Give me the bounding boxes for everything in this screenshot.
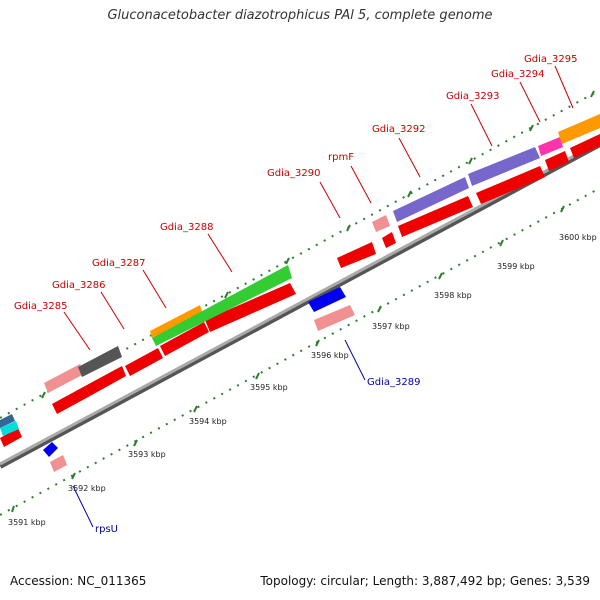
gene-feature-cyan[interactable] [0, 421, 19, 436]
gene-feature-gray[interactable] [78, 346, 122, 377]
gene-label[interactable]: Gdia_3287 [92, 258, 145, 269]
major-tick [377, 305, 382, 313]
major-tick [193, 405, 198, 413]
gene-feature-pink[interactable] [314, 305, 355, 331]
gene-label[interactable]: Gdia_3285 [14, 301, 67, 312]
gene-labels: Gdia_3285 Gdia_3286 Gdia_3287 Gdia_3288 Gdia… [14, 54, 577, 535]
gene-feature-blue[interactable] [308, 287, 346, 312]
major-tick [590, 90, 595, 98]
gene-feature-orange[interactable] [150, 305, 202, 338]
kbp-label: 3592 kbp [68, 484, 106, 493]
gene-feature-pink[interactable] [44, 364, 84, 393]
gene-feature-magenta[interactable] [538, 137, 563, 156]
major-tick [560, 205, 565, 213]
gene-feature-red[interactable] [545, 151, 569, 171]
kbp-label: 3599 kbp [497, 262, 535, 271]
label-leader-line [344, 339, 366, 381]
major-tick [407, 190, 412, 198]
label-leader-line [63, 311, 91, 351]
gene-feature-red[interactable] [205, 283, 296, 332]
gene-feature-pink[interactable] [50, 455, 67, 472]
major-tick [499, 239, 504, 247]
label-leader-line [100, 291, 125, 330]
map-title: Gluconacetobacter diazotrophicus PAl 5, … [107, 8, 493, 23]
major-tick [133, 439, 138, 447]
label-leader-line [319, 181, 341, 219]
major-tick [255, 372, 260, 380]
label-leader-line [72, 485, 94, 528]
label-leader-line [142, 269, 167, 309]
major-ticks [11, 90, 595, 513]
label-leader-line [207, 233, 233, 273]
gene-feature-steel[interactable] [0, 414, 15, 428]
kbp-label: 3600 kbp [559, 233, 597, 242]
accession-label: Accession: NC_011365 [10, 574, 147, 588]
kbp-label: 3596 kbp [311, 351, 349, 360]
gene-label[interactable]: Gdia_3290 [267, 168, 320, 179]
kbp-label: 3598 kbp [434, 291, 472, 300]
gene-feature-red[interactable] [0, 428, 22, 447]
gene-label[interactable]: Gdia_3295 [524, 54, 577, 65]
label-leader-line [398, 137, 421, 178]
kbp-label: 3597 kbp [372, 322, 410, 331]
gene-feature-pink[interactable] [372, 215, 390, 232]
label-leader-line [470, 103, 493, 147]
kbp-label: 3595 kbp [250, 383, 288, 392]
gene-label[interactable]: Gdia_3286 [52, 280, 105, 291]
major-tick [438, 272, 443, 280]
gene-label[interactable]: Gdia_3293 [446, 91, 499, 102]
major-tick [315, 339, 320, 347]
kbp-labels: 3591 kbp 3592 kbp 3593 kbp 3594 kbp 3595 kbp… [8, 233, 597, 527]
kbp-label: 3591 kbp [8, 518, 46, 527]
label-leader-line [554, 65, 574, 109]
gene-label[interactable]: Gdia_3292 [372, 124, 425, 135]
label-leader-line [350, 165, 372, 204]
major-tick [224, 291, 229, 299]
gene-feature-green[interactable] [152, 265, 292, 346]
major-tick [468, 157, 473, 165]
gene-feature-red[interactable] [125, 348, 163, 376]
gene-feature-red[interactable] [160, 322, 209, 356]
gene-feature-red[interactable] [570, 134, 600, 158]
gene-feature-red[interactable] [337, 242, 376, 268]
gene-label[interactable]: rpmF [328, 152, 354, 163]
forward-strand-genes [0, 114, 600, 447]
backbone-shadow [0, 141, 600, 469]
gene-feature-red[interactable] [52, 386, 90, 414]
gene-feature-red[interactable] [476, 166, 545, 204]
major-tick [41, 391, 46, 399]
gene-label[interactable]: rpsU [95, 524, 118, 535]
label-leader-line [519, 81, 541, 123]
gene-label[interactable]: Gdia_3294 [491, 69, 544, 80]
reverse-strand-genes [43, 287, 355, 472]
gene-feature-red[interactable] [382, 232, 396, 248]
gene-label[interactable]: Gdia_3288 [160, 222, 213, 233]
gene-feature-purple[interactable] [393, 177, 469, 222]
gene-feature-red[interactable] [398, 196, 473, 237]
major-tick [71, 472, 76, 480]
kbp-label: 3594 kbp [189, 417, 227, 426]
major-tick [285, 257, 290, 265]
gene-label[interactable]: Gdia_3289 [367, 377, 420, 388]
gene-feature-purple[interactable] [468, 147, 540, 186]
kbp-label: 3593 kbp [128, 450, 166, 459]
reverse-tick-row [0, 187, 600, 516]
gene-feature-red[interactable] [85, 366, 126, 396]
gene-feature-blue[interactable] [43, 442, 58, 457]
gene-feature-orange[interactable] [558, 114, 600, 144]
major-tick [346, 224, 351, 232]
major-tick [11, 505, 15, 513]
tick-row-reverse [0, 187, 600, 516]
major-tick [529, 124, 534, 132]
genome-summary: Topology: circular; Length: 3,887,492 bp… [260, 574, 590, 588]
